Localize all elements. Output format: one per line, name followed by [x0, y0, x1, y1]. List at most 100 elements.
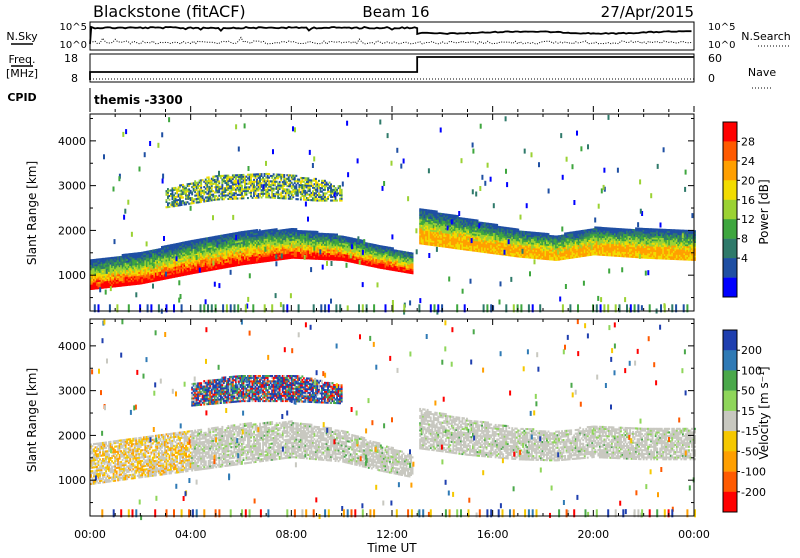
range-gate-cell	[235, 190, 237, 192]
range-gate-cell	[412, 272, 414, 274]
range-gate-cell	[235, 180, 237, 182]
range-gate-cell	[324, 180, 326, 182]
range-gate-cell	[321, 187, 323, 189]
range-gate-cell	[253, 182, 255, 184]
range-gate-cell	[241, 187, 243, 189]
range-gate-cell	[206, 184, 208, 186]
range-gate-cell	[327, 196, 329, 198]
range-gate-cell	[208, 176, 210, 178]
range-gate-cell	[169, 206, 171, 208]
range-gate-cell	[294, 178, 296, 180]
range-gate-cell	[329, 182, 331, 184]
range-gate-cell	[317, 191, 319, 193]
range-gate-cell	[283, 176, 285, 178]
range-gate-cell	[268, 195, 270, 197]
range-gate-cell	[182, 197, 184, 199]
range-gate-cell	[304, 190, 306, 192]
nsearch-label: N.Search	[741, 30, 791, 43]
nsearch-trace	[90, 38, 692, 45]
range-gate-cell	[412, 263, 414, 265]
nsky-tick-top: 10^5	[60, 22, 87, 33]
range-gate-cell	[317, 182, 319, 184]
range-gate-cell	[227, 182, 229, 184]
range-gate-cell	[246, 194, 248, 196]
range-gate-cell	[326, 200, 328, 202]
range-gate-cell	[392, 247, 394, 249]
range-gate-cell	[203, 193, 205, 195]
freq-tick-bottom: 8	[71, 72, 78, 85]
range-gate-cell	[327, 198, 329, 200]
range-gate-cell	[206, 186, 208, 188]
range-gate-cell	[315, 178, 317, 180]
freq-label: Freq.	[8, 53, 35, 66]
range-gate-cell	[285, 196, 287, 198]
range-gate-cell	[327, 189, 329, 191]
range-gate-cell	[341, 196, 343, 198]
range-gate-cell	[412, 256, 414, 258]
range-gate-cell	[330, 187, 332, 189]
range-gate-cell	[202, 195, 204, 197]
range-gate-cell	[274, 197, 276, 199]
range-gate-cell	[250, 177, 252, 179]
range-gate-cell	[218, 198, 220, 200]
range-gate-cell	[298, 189, 300, 191]
range-gate-cell	[309, 190, 311, 192]
range-gate-cell	[326, 185, 328, 187]
cpid-label: CPID	[7, 91, 36, 104]
range-gate-cell	[224, 191, 226, 193]
range-gate-cell	[307, 177, 309, 179]
range-gate-cell	[327, 183, 329, 185]
range-gate-cell	[295, 228, 297, 230]
range-gate-cell	[249, 186, 251, 188]
range-gate-cell	[279, 183, 281, 185]
range-gate-cell	[335, 187, 337, 189]
range-gate-cell	[211, 185, 213, 187]
freq-panel-frame	[90, 54, 694, 82]
range-gate-cell	[191, 192, 193, 194]
range-gate-cell	[193, 202, 195, 204]
range-gate-cell	[320, 189, 322, 191]
range-gate-cell	[188, 185, 190, 187]
range-gate-cell	[412, 265, 414, 267]
range-gate-cell	[277, 192, 279, 194]
range-gate-cell	[311, 183, 313, 185]
range-gate-cell	[412, 261, 414, 263]
range-gate-cell	[262, 177, 264, 179]
range-gate-cell	[276, 181, 278, 183]
range-gate-cell	[297, 198, 299, 200]
range-gate-cell	[292, 196, 294, 198]
range-gate-cell	[336, 189, 338, 191]
range-gate-cell	[200, 187, 202, 189]
nsky-panel-frame	[90, 22, 694, 50]
range-gate-cell	[265, 182, 267, 184]
nave-tick-bottom: 0	[708, 72, 715, 85]
range-gate-cell	[333, 185, 335, 187]
range-gate-cell	[224, 196, 226, 198]
range-gate-cell	[318, 185, 320, 187]
range-gate-cell	[341, 189, 343, 191]
range-gate-cell	[273, 173, 275, 175]
range-gate-cell	[341, 191, 343, 193]
range-gate-cell	[324, 189, 326, 191]
nave-tick-top: 60	[708, 52, 722, 65]
range-gate-cell	[261, 196, 263, 198]
range-gate-cell	[315, 180, 317, 182]
range-gate-cell	[295, 187, 297, 189]
range-gate-cell	[317, 198, 319, 200]
range-gate-cell	[221, 182, 223, 184]
range-gate-cell	[258, 197, 260, 199]
range-gate-cell	[255, 186, 257, 188]
freq-unit: [MHz]	[6, 67, 38, 80]
range-gate-cell	[339, 187, 341, 189]
range-gate-cell	[335, 198, 337, 200]
range-gate-cell	[326, 192, 328, 194]
range-gate-cell	[295, 186, 297, 188]
range-gate-cell	[172, 191, 174, 193]
range-gate-cell	[412, 269, 414, 271]
range-gate-cell	[412, 254, 414, 256]
range-gate-cell	[258, 189, 260, 191]
range-gate-cell	[246, 192, 248, 194]
range-gate-cell	[250, 192, 252, 194]
